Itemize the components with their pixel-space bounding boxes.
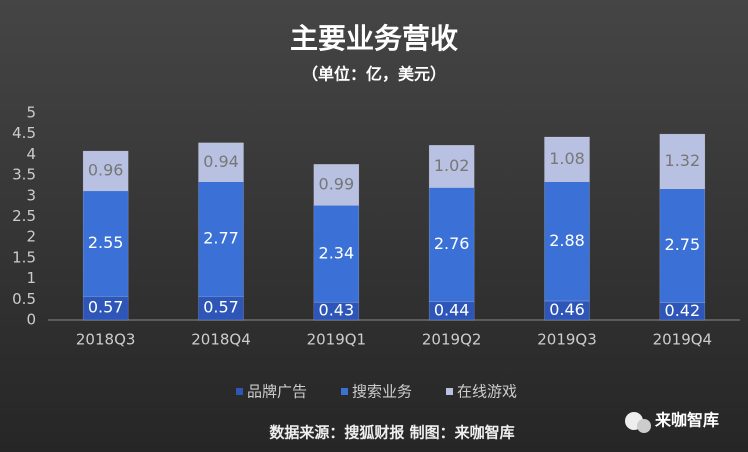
y-tick-label: 0.5 <box>12 290 36 308</box>
bar-segment <box>313 205 360 303</box>
bar-segment <box>544 181 590 302</box>
x-tick-label: 2019Q4 <box>653 331 713 349</box>
y-tick-label: 4 <box>26 145 36 163</box>
data-label: 2.34 <box>319 243 355 262</box>
watermark: 来咖智库 <box>654 411 719 430</box>
bar-segment <box>428 187 475 303</box>
legend-label: 在线游戏 <box>457 383 517 401</box>
data-label: 0.57 <box>203 298 239 317</box>
data-label: 2.76 <box>434 234 470 253</box>
y-tick-label: 1 <box>26 269 36 287</box>
data-label: 0.44 <box>434 300 470 319</box>
bar-segment <box>198 142 244 182</box>
y-tick-label: 2 <box>26 228 36 246</box>
x-tick-label: 2019Q2 <box>422 331 482 349</box>
bar-segment <box>659 133 706 190</box>
y-tick-label: 3.5 <box>12 166 36 184</box>
data-label: 2.88 <box>549 231 585 250</box>
legend-label: 品牌广告 <box>247 383 307 401</box>
bar-segment <box>428 145 475 188</box>
data-label: 1.32 <box>665 151 701 170</box>
y-tick-label: 2.5 <box>12 207 36 225</box>
data-label: 0.42 <box>665 301 701 320</box>
bar-segment <box>82 150 129 192</box>
legend-swatch <box>236 388 243 395</box>
bar-segment <box>544 136 590 182</box>
legend-label: 搜索业务 <box>352 383 412 401</box>
chart-title: 主要业务营收 <box>290 22 458 55</box>
data-label: 0.43 <box>319 301 355 320</box>
data-label: 0.99 <box>319 174 355 193</box>
y-tick-label: 4.5 <box>12 124 36 142</box>
bar-segment <box>313 164 360 206</box>
data-label: 1.08 <box>549 149 585 168</box>
x-tick-label: 2019Q3 <box>537 331 597 349</box>
data-label: 2.77 <box>203 229 239 248</box>
bar-segment <box>198 181 244 297</box>
x-tick-label: 2019Q1 <box>307 331 367 349</box>
data-label: 2.55 <box>88 233 124 252</box>
data-label: 0.94 <box>203 152 239 171</box>
chart-subtitle: （单位：亿，美元） <box>302 65 446 84</box>
data-label: 1.02 <box>434 156 470 175</box>
source: 数据来源：搜狐财报 制图：来咖智库 <box>269 424 514 442</box>
bar-segment <box>659 188 706 303</box>
legend-swatch <box>341 388 348 395</box>
x-tick-label: 2018Q4 <box>191 331 251 349</box>
data-label: 0.96 <box>88 160 124 179</box>
watermark-icon <box>637 419 651 433</box>
x-tick-label: 2018Q3 <box>76 331 136 349</box>
data-label: 0.57 <box>88 298 124 317</box>
y-tick-label: 1.5 <box>12 248 36 266</box>
data-label: 0.46 <box>549 300 585 319</box>
data-label: 2.75 <box>665 235 701 254</box>
legend-swatch <box>446 388 453 395</box>
y-tick-label: 3 <box>26 186 36 204</box>
y-tick-label: 5 <box>26 104 36 122</box>
y-tick-label: 0 <box>26 311 36 329</box>
